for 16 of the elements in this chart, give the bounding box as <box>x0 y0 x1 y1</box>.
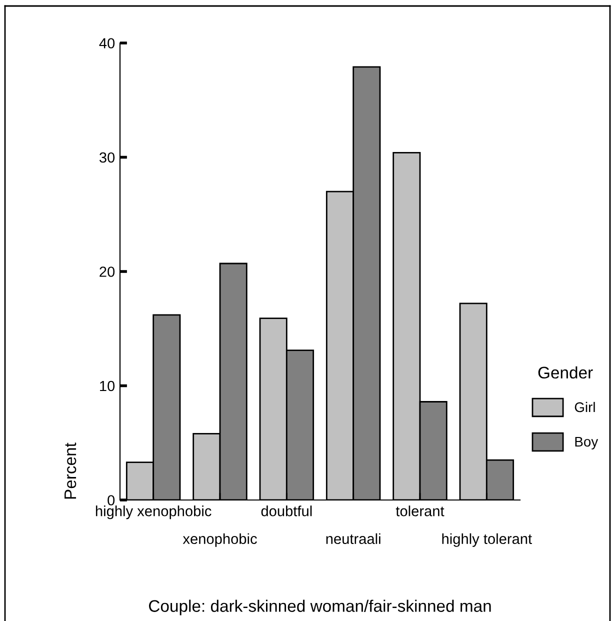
y-tick-label: 30 <box>99 152 115 163</box>
x-tick-label: highly xenophobic <box>96 506 212 520</box>
legend-label: Boy <box>575 436 598 450</box>
x-tick-label: xenophobic <box>182 533 257 547</box>
x-tick-label: neutraali <box>326 533 380 544</box>
legend-title: Gender <box>538 366 593 379</box>
y-tick-label: 10 <box>100 380 115 392</box>
y-tick-label: 40 <box>99 38 115 48</box>
y-tick-label: 0 <box>108 495 115 506</box>
x-tick-label: doubtful <box>261 506 312 516</box>
x-axis-title: Couple: dark-skinned woman/fair-skinned man <box>149 600 491 616</box>
x-tick-label: tolerant <box>396 506 444 516</box>
x-tick-label: highly tolerant <box>442 533 532 547</box>
y-tick-label: 20 <box>100 266 115 277</box>
legend-label: Girl <box>574 402 595 412</box>
y-axis-title: Percent <box>64 442 76 499</box>
